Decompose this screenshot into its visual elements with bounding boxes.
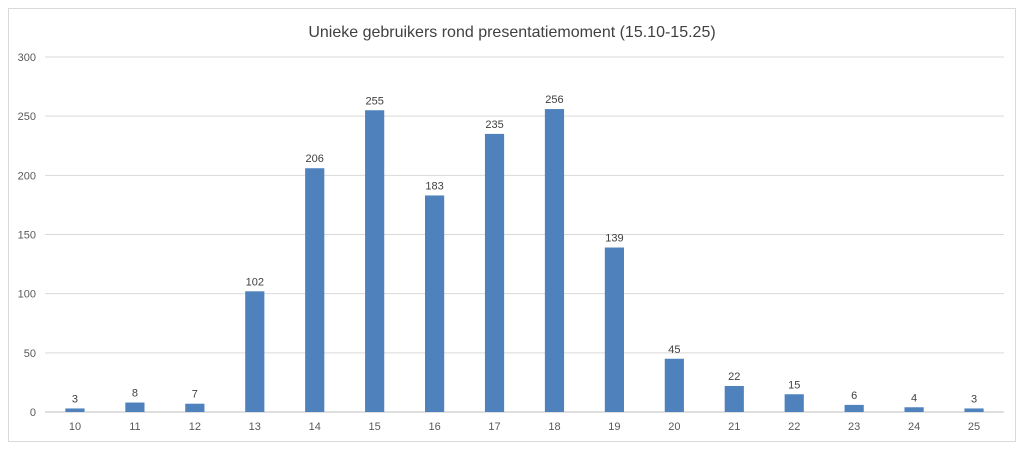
y-tick-label: 0 bbox=[30, 407, 36, 419]
chart-frame bbox=[8, 8, 1016, 442]
bar bbox=[544, 109, 565, 413]
data-label: 206 bbox=[306, 153, 324, 165]
data-label: 255 bbox=[365, 95, 383, 107]
x-axis-ticks: 10 11 12 13 14 15 16 17 18 19 20 21 22 23 24 25 bbox=[69, 421, 980, 433]
data-label: 102 bbox=[246, 276, 264, 288]
x-tick-label: 11 bbox=[129, 421, 140, 433]
x-tick-label: 23 bbox=[848, 421, 860, 433]
data-label: 183 bbox=[425, 180, 443, 192]
bar bbox=[724, 385, 744, 412]
x-tick-label: 17 bbox=[488, 421, 500, 433]
bar bbox=[484, 133, 505, 412]
x-tick-label: 20 bbox=[668, 421, 680, 433]
bar bbox=[784, 394, 804, 412]
x-tick-label: 25 bbox=[968, 421, 980, 433]
y-axis-ticks: 0 50 100 150 200 250 300 bbox=[18, 52, 36, 419]
data-label: 4 bbox=[911, 392, 917, 404]
bar bbox=[365, 110, 385, 412]
bar bbox=[185, 403, 205, 412]
data-label: 15 bbox=[788, 379, 800, 391]
x-tick-label: 21 bbox=[728, 421, 740, 433]
data-label: 7 bbox=[192, 389, 198, 401]
bar bbox=[604, 247, 624, 412]
y-tick-label: 50 bbox=[24, 348, 36, 360]
data-label: 8 bbox=[132, 388, 138, 400]
bar bbox=[125, 402, 145, 412]
data-labels: 3 8 7 102 206 255 183 235 256 139 45 22 15 6 4 3 bbox=[72, 94, 977, 405]
data-label: 45 bbox=[668, 344, 680, 356]
bars bbox=[65, 109, 984, 413]
x-tick-label: 22 bbox=[788, 421, 800, 433]
grid-lines bbox=[45, 56, 1004, 413]
bar bbox=[245, 291, 265, 412]
bar bbox=[664, 358, 684, 412]
bar bbox=[904, 407, 924, 412]
x-tick-label: 18 bbox=[548, 421, 560, 433]
data-label: 6 bbox=[851, 390, 857, 402]
data-label: 22 bbox=[728, 371, 740, 383]
x-tick-label: 14 bbox=[309, 421, 321, 433]
data-label: 256 bbox=[545, 94, 563, 106]
data-label: 3 bbox=[72, 393, 78, 405]
x-tick-label: 19 bbox=[608, 421, 620, 433]
chart-title: Unieke gebruikers rond presentatiemoment… bbox=[308, 24, 715, 41]
bar bbox=[425, 195, 445, 412]
data-label: 235 bbox=[485, 119, 503, 131]
x-tick-label: 24 bbox=[908, 421, 920, 433]
data-label: 139 bbox=[605, 233, 623, 245]
y-tick-label: 100 bbox=[18, 289, 36, 301]
y-tick-label: 200 bbox=[18, 170, 36, 182]
y-tick-label: 300 bbox=[18, 52, 36, 64]
bar bbox=[964, 408, 984, 412]
x-tick-label: 10 bbox=[69, 421, 81, 433]
y-tick-label: 150 bbox=[18, 230, 36, 242]
bar bbox=[844, 404, 864, 412]
bar bbox=[305, 168, 325, 412]
x-tick-label: 12 bbox=[189, 421, 201, 433]
bar bbox=[65, 408, 85, 412]
y-tick-label: 250 bbox=[18, 111, 36, 123]
x-tick-label: 13 bbox=[249, 421, 261, 433]
data-label: 3 bbox=[971, 393, 977, 405]
x-tick-label: 16 bbox=[428, 421, 440, 433]
x-tick-label: 15 bbox=[369, 421, 381, 433]
